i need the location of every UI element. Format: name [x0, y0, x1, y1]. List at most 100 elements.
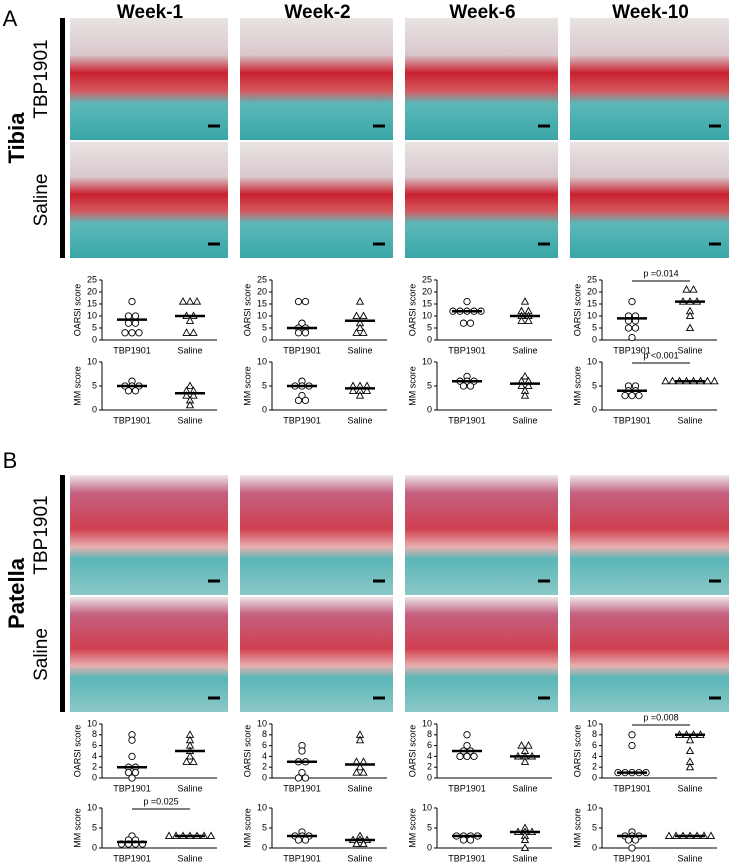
y-tick-label: 20	[587, 286, 597, 296]
data-point	[524, 741, 533, 749]
data-point	[624, 836, 633, 844]
y-tick-label: 4	[427, 751, 432, 761]
y-tick-label: 25	[257, 274, 267, 284]
x-tick-label: TBP1901	[113, 853, 151, 863]
histology-image	[240, 475, 393, 595]
x-tick-label: TBP1901	[283, 415, 321, 425]
y-axis-label: OARSI score	[72, 725, 82, 778]
histology-image	[405, 18, 558, 140]
y-tick-label: 20	[422, 286, 432, 296]
y-axis-label: MM score	[407, 808, 417, 848]
data-point	[182, 328, 191, 336]
row-label: Saline	[31, 174, 52, 227]
data-point	[520, 835, 530, 844]
row-label: Saline	[31, 628, 52, 681]
panel-label: B	[3, 448, 18, 473]
week-header: Week-10	[612, 2, 689, 23]
y-tick-label: 5	[262, 380, 267, 390]
tissue-label: Patella	[4, 557, 29, 629]
y-tick-label: 5	[262, 822, 267, 832]
histology-image	[70, 18, 228, 140]
histology-image	[405, 475, 558, 595]
data-point	[466, 382, 475, 390]
y-tick-label: 10	[257, 802, 267, 812]
data-point	[189, 757, 198, 765]
x-tick-label: TBP1901	[613, 415, 651, 425]
data-point	[185, 297, 195, 305]
x-tick-label: Saline	[677, 415, 702, 425]
y-tick-label: 6	[427, 740, 432, 750]
x-tick-label: Saline	[177, 783, 202, 793]
data-point	[164, 831, 174, 840]
data-point	[359, 311, 368, 320]
data-point	[463, 752, 471, 761]
y-tick-label: 10	[422, 718, 432, 728]
histology-image	[405, 597, 558, 712]
x-tick-label: Saline	[677, 783, 702, 793]
y-axis-label: OARSI score	[242, 725, 252, 778]
data-point	[664, 831, 674, 840]
y-tick-label: 10	[422, 310, 432, 320]
x-tick-label: Saline	[677, 345, 702, 355]
data-point	[624, 324, 633, 332]
data-point	[294, 329, 303, 337]
y-tick-label: 0	[262, 334, 267, 344]
x-tick-label: Saline	[347, 345, 372, 355]
y-tick-label: 20	[87, 286, 97, 296]
data-point	[124, 312, 133, 320]
x-tick-label: TBP1901	[448, 345, 486, 355]
data-point	[192, 297, 202, 305]
divider-bar	[60, 18, 65, 258]
data-point	[470, 752, 478, 761]
x-tick-label: TBP1901	[113, 345, 151, 355]
data-point	[517, 381, 526, 390]
y-tick-label: 0	[592, 842, 597, 852]
data-point	[682, 285, 691, 293]
data-point	[355, 323, 365, 332]
data-point	[301, 329, 310, 337]
y-tick-label: 0	[427, 334, 432, 344]
data-point	[182, 757, 191, 765]
y-tick-label: 10	[422, 356, 432, 366]
x-tick-label: Saline	[347, 783, 372, 793]
y-tick-label: 5	[92, 380, 97, 390]
x-tick-label: Saline	[512, 853, 537, 863]
y-tick-label: 8	[427, 729, 432, 739]
data-point	[689, 285, 698, 293]
data-point	[524, 316, 533, 324]
x-tick-label: TBP1901	[283, 783, 321, 793]
y-axis-label: OARSI score	[407, 725, 417, 778]
y-axis-label: OARSI score	[72, 284, 82, 337]
data-point	[298, 319, 306, 327]
data-point	[124, 387, 133, 395]
data-point	[124, 319, 133, 327]
week-header: Week-6	[449, 2, 515, 23]
y-tick-label: 25	[422, 274, 432, 284]
data-point	[628, 333, 636, 342]
y-tick-label: 10	[87, 356, 97, 366]
data-point	[128, 774, 136, 782]
data-point	[352, 839, 361, 848]
y-axis-label: OARSI score	[407, 284, 417, 337]
y-tick-label: 5	[592, 380, 597, 390]
data-point	[301, 297, 310, 306]
histology-image	[240, 142, 393, 258]
y-tick-label: 0	[592, 404, 597, 414]
data-point	[685, 735, 695, 744]
y-tick-label: 0	[92, 334, 97, 344]
data-point	[463, 297, 471, 306]
data-point	[185, 316, 195, 324]
x-tick-label: Saline	[512, 345, 537, 355]
y-tick-label: 6	[262, 740, 267, 750]
y-tick-label: 5	[427, 380, 432, 390]
y-axis-label: MM score	[572, 366, 582, 406]
x-tick-label: Saline	[512, 415, 537, 425]
x-tick-label: TBP1901	[448, 783, 486, 793]
data-point	[135, 329, 143, 337]
data-point	[520, 371, 530, 380]
data-point	[685, 323, 695, 332]
data-point	[466, 319, 475, 327]
tissue-label: Tibia	[4, 112, 29, 164]
data-point	[631, 324, 640, 332]
